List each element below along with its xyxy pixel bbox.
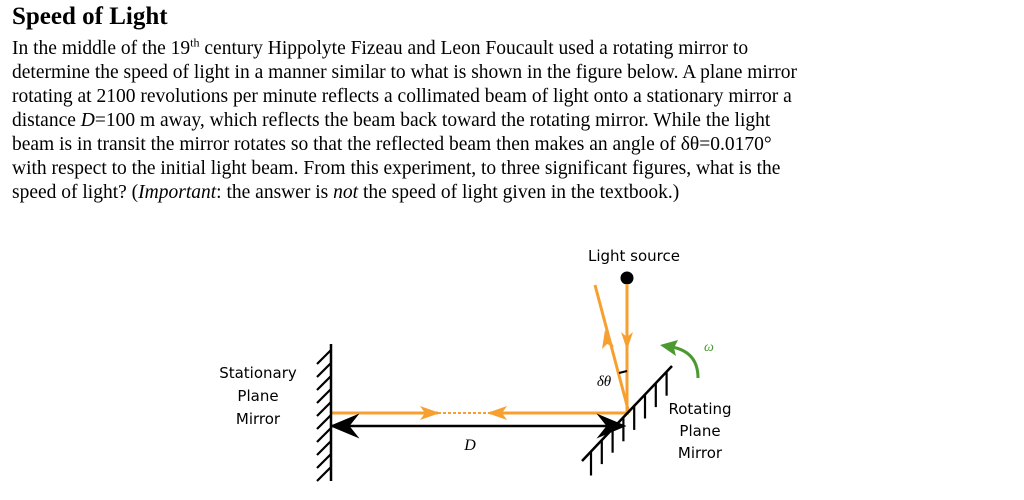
rotation-arrowhead-icon	[660, 340, 678, 356]
hatch-mark	[316, 401, 332, 417]
hatch-mark	[316, 427, 332, 443]
text-line: In the middle of the 19th century Hippol…	[12, 37, 797, 61]
hatch-mark	[316, 440, 332, 456]
text-segment: century Hippolyte Fizeau and Leon Foucau…	[199, 38, 749, 59]
text-line: speed of light? (Important: the answer i…	[12, 181, 797, 205]
text-segment: D	[80, 110, 95, 131]
text-segment: not	[333, 182, 359, 203]
text-segment: Important	[138, 182, 217, 203]
hatch-mark	[316, 453, 332, 469]
page-title: Speed of Light	[12, 3, 168, 30]
down-arrow-icon	[621, 332, 633, 350]
text-line: distance D=100 m away, which reflects th…	[12, 109, 797, 133]
hatch-mark	[316, 388, 332, 404]
stationary-label-1: Stationary	[219, 364, 297, 382]
text-line: rotating at 2100 revolutions per minute …	[12, 85, 797, 109]
omega-label: ω	[704, 340, 714, 355]
text-line: beam is in transit the mirror rotates so…	[12, 133, 797, 157]
stationary-label-2: Plane	[237, 387, 278, 405]
text-segment: distance	[12, 110, 81, 131]
angle-label: δθ	[597, 374, 612, 390]
light-source-label: Light source	[588, 247, 680, 265]
stationary-label-3: Mirror	[236, 410, 281, 428]
text-segment: In the middle of the 19	[12, 38, 191, 59]
hatch-mark	[316, 349, 332, 365]
text-segment: determine the speed of light in a manner…	[12, 62, 798, 83]
rotating-label-2: Plane	[679, 422, 720, 440]
text-segment: speed of light? (	[12, 182, 139, 203]
rotating-label-3: Mirror	[678, 444, 723, 462]
reflected-beam	[593, 284, 631, 414]
text-line: with respect to the initial light beam. …	[12, 157, 797, 181]
text-segment: th	[190, 35, 200, 50]
hatch-mark	[316, 414, 332, 430]
text-segment: with respect to the initial light beam. …	[12, 158, 781, 179]
text-segment: beam is in transit the mirror rotates so…	[12, 134, 772, 155]
hatch-mark	[316, 362, 332, 378]
rotation-arrow	[671, 345, 700, 379]
text-line: determine the speed of light in a manner…	[12, 61, 797, 85]
distance-label: D	[463, 437, 476, 454]
problem-text: In the middle of the 19th century Hippol…	[12, 37, 797, 205]
rotating-mirror	[581, 365, 673, 462]
hatch-mark	[316, 375, 332, 391]
hatch-mark	[316, 466, 332, 482]
text-segment: : the answer is	[216, 182, 334, 203]
angle-mark	[618, 370, 628, 374]
up-arrow-icon	[602, 330, 614, 349]
text-segment: rotating at 2100 revolutions per minute …	[12, 86, 792, 107]
text-segment: =100 m away, which reflects the beam bac…	[94, 110, 771, 131]
rotating-label-1: Rotating	[668, 400, 731, 418]
light-source-dot	[620, 271, 634, 285]
text-segment: the speed of light given in the textbook…	[358, 182, 680, 203]
